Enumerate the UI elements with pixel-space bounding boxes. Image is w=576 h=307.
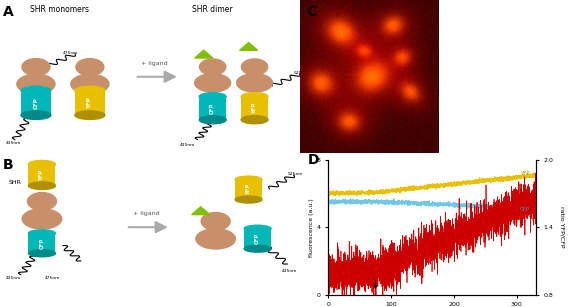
Text: 435nm: 435nm (282, 269, 297, 273)
Text: ratio: ratio (520, 213, 533, 218)
Ellipse shape (241, 93, 268, 101)
Polygon shape (29, 72, 42, 79)
Ellipse shape (21, 86, 51, 95)
Ellipse shape (199, 59, 226, 75)
Ellipse shape (244, 225, 271, 232)
Ellipse shape (241, 59, 268, 75)
Text: CFP: CFP (210, 103, 215, 114)
Polygon shape (240, 42, 257, 50)
Ellipse shape (237, 74, 272, 92)
Bar (28, 233, 55, 253)
Text: D: D (308, 154, 320, 168)
Ellipse shape (28, 161, 55, 168)
Ellipse shape (22, 209, 62, 229)
Ellipse shape (28, 182, 55, 189)
Ellipse shape (199, 116, 226, 124)
Ellipse shape (17, 74, 55, 94)
Ellipse shape (241, 116, 268, 124)
Text: + ligand: + ligand (134, 212, 160, 216)
Polygon shape (84, 72, 96, 79)
Ellipse shape (76, 59, 104, 76)
Text: C: C (306, 5, 317, 19)
Ellipse shape (28, 192, 56, 210)
Polygon shape (192, 207, 210, 215)
Ellipse shape (196, 229, 236, 249)
Text: CFP: CFP (255, 233, 260, 244)
Ellipse shape (28, 230, 55, 237)
Ellipse shape (235, 196, 262, 203)
Text: CFP: CFP (520, 207, 530, 212)
Ellipse shape (22, 59, 50, 76)
Bar (235, 180, 262, 200)
Text: YFP: YFP (39, 169, 44, 181)
Ellipse shape (244, 245, 271, 252)
Ellipse shape (21, 111, 51, 119)
Ellipse shape (199, 93, 226, 101)
Ellipse shape (75, 86, 105, 95)
Y-axis label: ratio YFP/CFP: ratio YFP/CFP (559, 206, 564, 248)
Ellipse shape (71, 74, 109, 94)
Text: 435nm: 435nm (180, 143, 195, 147)
Text: YFP: YFP (88, 97, 92, 109)
Bar (21, 91, 51, 115)
Text: A: A (3, 5, 14, 19)
Polygon shape (195, 50, 213, 58)
Text: SHR dimer: SHR dimer (192, 5, 232, 14)
Text: YFP: YFP (252, 103, 257, 114)
Ellipse shape (28, 250, 55, 257)
Bar (241, 97, 268, 120)
Text: CFP: CFP (33, 97, 39, 109)
Text: 435nm: 435nm (6, 276, 21, 280)
Text: 525nm: 525nm (287, 172, 303, 176)
Text: YFP: YFP (246, 184, 251, 195)
Text: 435nm: 435nm (6, 141, 21, 145)
Text: 475nm: 475nm (63, 51, 78, 55)
Bar (75, 91, 105, 115)
Ellipse shape (195, 74, 230, 92)
Text: SHR monomers: SHR monomers (30, 5, 89, 14)
Text: YFP: YFP (520, 171, 529, 176)
Ellipse shape (75, 111, 105, 119)
Bar (28, 164, 55, 186)
Y-axis label: fluorescence (a.u.): fluorescence (a.u.) (309, 198, 314, 257)
Text: + ligand: + ligand (141, 61, 168, 66)
Text: SHR: SHR (9, 180, 22, 185)
Ellipse shape (201, 212, 230, 230)
Polygon shape (249, 72, 260, 78)
Ellipse shape (235, 176, 262, 183)
Text: 525nm: 525nm (294, 71, 309, 75)
Text: B: B (3, 158, 14, 172)
Bar (199, 97, 226, 120)
Polygon shape (207, 72, 219, 78)
Text: CFP: CFP (39, 238, 44, 249)
Polygon shape (209, 227, 222, 233)
Polygon shape (35, 207, 48, 213)
Bar (244, 229, 271, 249)
Text: 475nm: 475nm (45, 276, 60, 280)
